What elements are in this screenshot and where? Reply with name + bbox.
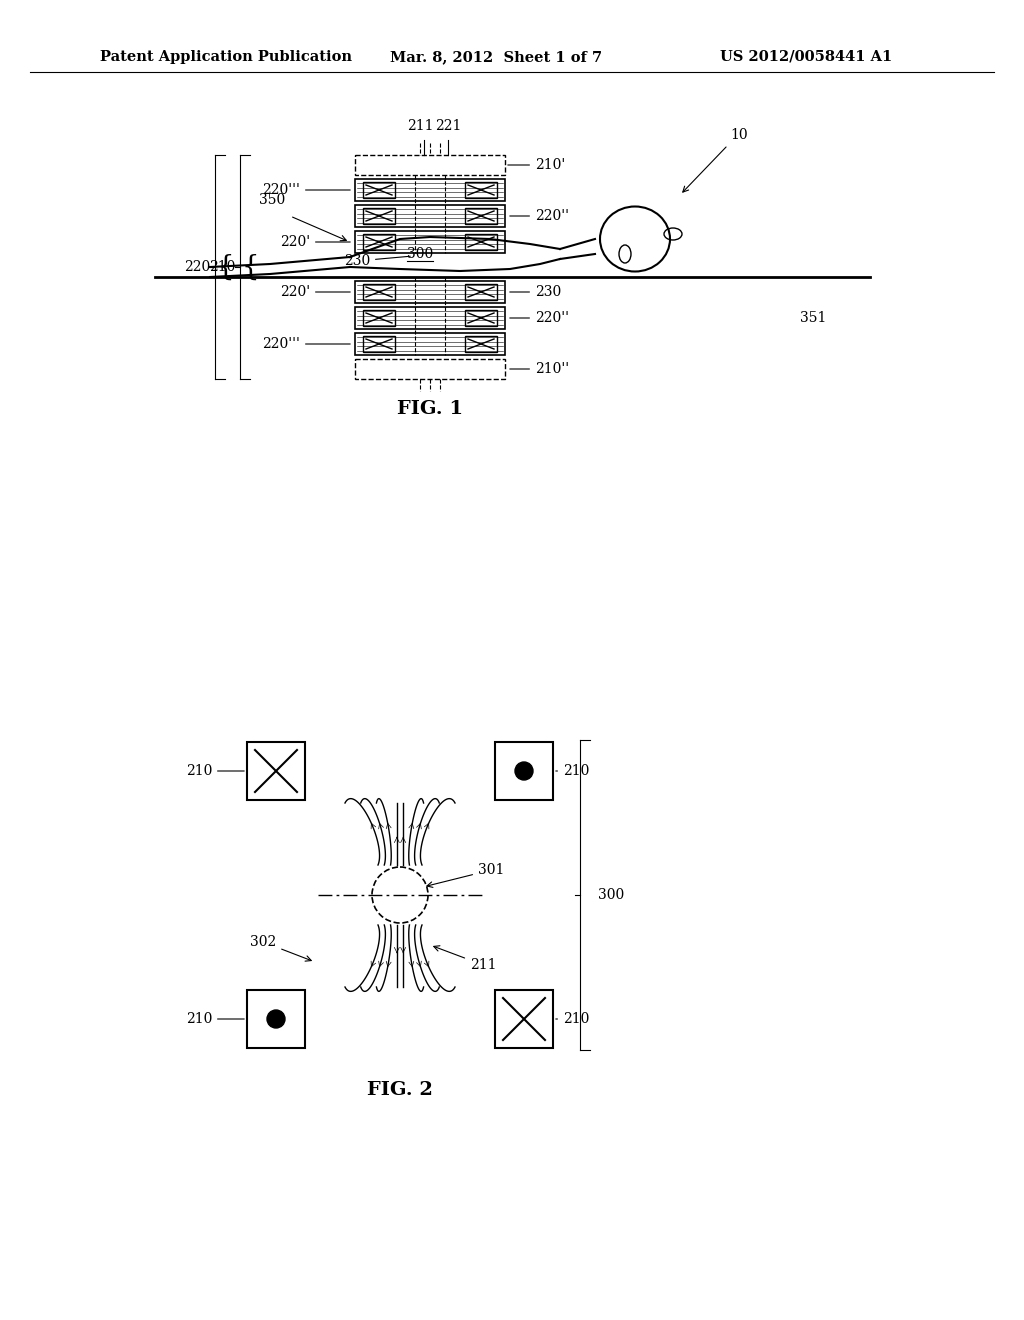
- Bar: [355, 231, 505, 253]
- Text: 221: 221: [435, 119, 461, 133]
- Text: 220'': 220'': [510, 209, 569, 223]
- Bar: [362, 310, 395, 326]
- Bar: [362, 284, 395, 300]
- Text: 230: 230: [344, 253, 411, 268]
- Bar: [355, 154, 505, 176]
- Bar: [355, 308, 505, 329]
- Bar: [355, 180, 505, 201]
- Text: 210: 210: [556, 764, 590, 777]
- Text: 300: 300: [407, 247, 433, 261]
- Text: 220: 220: [183, 260, 210, 275]
- Text: Mar. 8, 2012  Sheet 1 of 7: Mar. 8, 2012 Sheet 1 of 7: [390, 50, 602, 63]
- Bar: [247, 742, 305, 800]
- Bar: [362, 337, 395, 352]
- Bar: [362, 182, 395, 198]
- Text: 210: 210: [209, 260, 234, 275]
- Circle shape: [515, 762, 534, 780]
- Text: 351: 351: [800, 312, 826, 325]
- Bar: [355, 333, 505, 355]
- Text: FIG. 1: FIG. 1: [397, 400, 463, 418]
- Bar: [465, 234, 497, 249]
- Bar: [465, 284, 497, 300]
- Bar: [355, 281, 505, 304]
- Circle shape: [267, 1010, 285, 1028]
- Bar: [465, 337, 497, 352]
- Bar: [362, 234, 395, 249]
- Text: 220''': 220''': [262, 337, 350, 351]
- Text: {: {: [217, 253, 234, 281]
- Bar: [465, 310, 497, 326]
- Text: 210': 210': [508, 158, 565, 172]
- Text: 300: 300: [598, 888, 625, 902]
- Text: 302: 302: [250, 935, 311, 961]
- Bar: [355, 205, 505, 227]
- Bar: [362, 209, 395, 224]
- Text: 230: 230: [510, 285, 561, 300]
- Bar: [465, 209, 497, 224]
- Bar: [355, 359, 505, 379]
- Text: 210: 210: [185, 1012, 244, 1026]
- Text: 210: 210: [185, 764, 244, 777]
- Text: {: {: [242, 253, 260, 281]
- Text: 211: 211: [434, 945, 497, 972]
- Text: FIG. 2: FIG. 2: [367, 1081, 433, 1100]
- Text: 220''': 220''': [262, 183, 350, 197]
- Bar: [495, 990, 553, 1048]
- Text: 210: 210: [556, 1012, 590, 1026]
- Text: 10: 10: [730, 128, 748, 143]
- Text: 210'': 210'': [510, 362, 569, 376]
- Bar: [465, 182, 497, 198]
- Bar: [495, 742, 553, 800]
- Text: 220'': 220'': [510, 312, 569, 325]
- Text: Patent Application Publication: Patent Application Publication: [100, 50, 352, 63]
- Text: US 2012/0058441 A1: US 2012/0058441 A1: [720, 50, 892, 63]
- Text: 301: 301: [427, 863, 505, 887]
- Text: 220': 220': [280, 235, 350, 249]
- Bar: [247, 990, 305, 1048]
- Text: 220': 220': [280, 285, 350, 300]
- Text: 211: 211: [407, 119, 433, 133]
- Text: 350: 350: [259, 193, 285, 207]
